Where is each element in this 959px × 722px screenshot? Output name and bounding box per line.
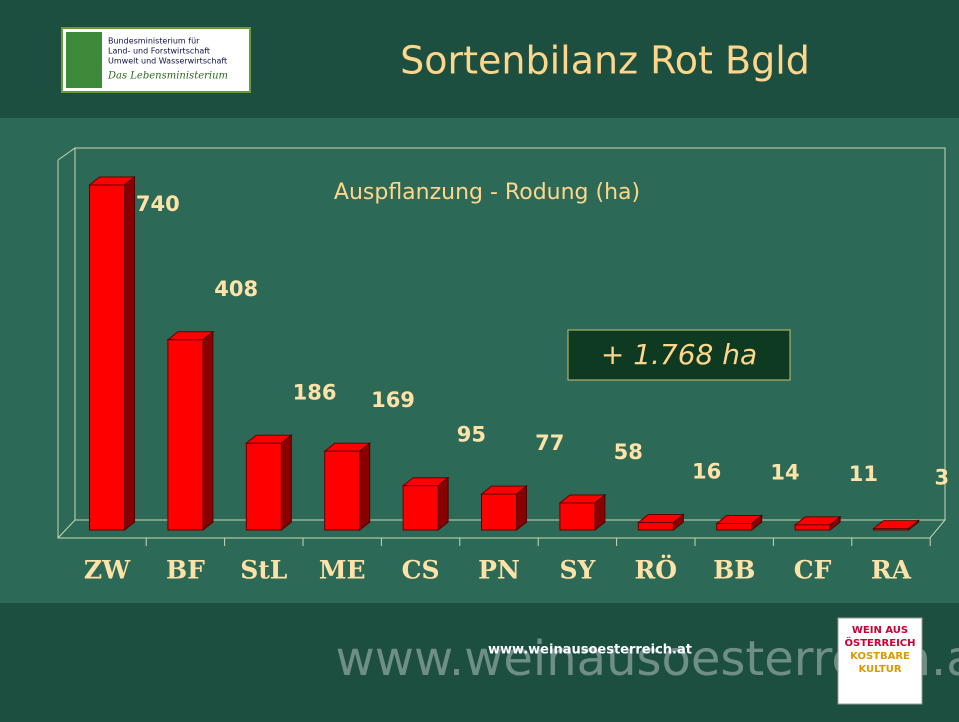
bar-front	[481, 493, 517, 531]
bar-side	[280, 434, 292, 532]
data-label: 95	[457, 423, 486, 447]
data-label: 740	[136, 192, 180, 216]
bar	[88, 175, 136, 532]
data-label: 3	[934, 466, 949, 490]
bar-front	[245, 442, 282, 531]
logo-line: Land- und Forstwirtschaft	[108, 47, 210, 56]
logo-line: Umwelt und Wasserwirtschaft	[108, 57, 227, 66]
data-label: 408	[214, 277, 258, 301]
data-label: 58	[614, 440, 643, 464]
logo-slogan: Das Lebensministerium	[107, 71, 228, 82]
footer-url: www.weinausoesterreich.at	[488, 643, 692, 658]
bar-front	[167, 339, 204, 531]
bar	[480, 485, 528, 532]
x-tick-label: CF	[794, 556, 832, 585]
bar-front	[324, 450, 361, 531]
chart-subtitle: Auspflanzung - Rodung (ha)	[334, 180, 640, 205]
x-tick-label: CS	[402, 556, 440, 585]
badge-line: ÖSTERREICH	[844, 635, 915, 649]
badge-line: KOSTBARE	[850, 651, 910, 662]
badge-box	[837, 617, 923, 705]
bar	[872, 519, 920, 532]
badge-line: WEIN AUS	[852, 625, 908, 636]
data-label: 186	[293, 380, 337, 404]
x-tick-label: StL	[240, 556, 288, 585]
bar-front	[716, 522, 753, 531]
data-label: 16	[692, 460, 721, 484]
x-tick-label: ME	[319, 556, 366, 585]
floor	[57, 160, 947, 539]
logo: Bundesministerium für Land- und Forstwir…	[61, 27, 251, 93]
bar-front	[89, 184, 125, 531]
logo-icon	[66, 32, 102, 88]
bar-front	[637, 522, 674, 531]
bar	[636, 513, 685, 532]
data-label: 11	[849, 462, 878, 486]
bar	[715, 514, 764, 532]
bar	[558, 493, 607, 532]
bar	[244, 434, 293, 532]
x-tick-label: ZW	[84, 556, 131, 585]
bar	[166, 330, 215, 532]
bar-front	[873, 528, 909, 531]
data-label: 77	[535, 431, 564, 455]
badge: WEIN AUS ÖSTERREICH KOSTBARE KULTUR	[837, 617, 923, 705]
x-tick-label: BB	[713, 556, 755, 585]
bar-side	[437, 476, 449, 532]
bar-side	[359, 442, 371, 532]
x-tick-label: RÖ	[635, 556, 678, 585]
logo-line: Bundesministerium für	[108, 37, 200, 46]
chart-title: Sortenbilanz Rot Bgld	[400, 39, 810, 83]
x-tick-label: SY	[559, 556, 596, 585]
bar	[401, 476, 450, 532]
annotation-box	[567, 329, 791, 381]
x-tick-label: BF	[166, 556, 205, 585]
x-tick-label: PN	[478, 556, 520, 585]
bar	[323, 442, 372, 532]
badge-line: KULTUR	[858, 664, 901, 675]
data-label: 169	[371, 388, 415, 412]
bar-front	[402, 485, 439, 531]
data-label: 14	[770, 460, 799, 484]
bar-front	[559, 502, 596, 531]
plot-frame	[57, 147, 947, 539]
bar-side	[202, 330, 214, 532]
x-tick-label: RA	[871, 556, 912, 585]
back-wall	[57, 147, 946, 520]
bar	[793, 515, 842, 532]
annotation: + 1.768 ha	[601, 338, 757, 371]
footer-band	[0, 603, 959, 722]
bar-front	[794, 524, 831, 531]
bar-side	[124, 175, 135, 532]
bar-side	[516, 485, 527, 532]
